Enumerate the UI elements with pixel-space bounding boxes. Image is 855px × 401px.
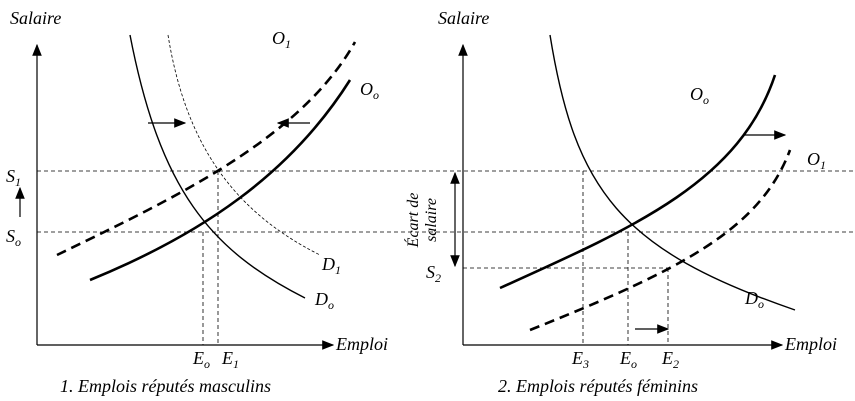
x-axis-label: Emploi <box>784 334 837 354</box>
label: Do <box>314 289 334 312</box>
label: E1 <box>221 348 239 371</box>
gap-label-line: Écart de <box>403 193 422 249</box>
label: O1 <box>272 28 291 51</box>
label: D1 <box>321 254 341 277</box>
gap-label-line: salaire <box>423 198 440 242</box>
panel-1: Salaire Emploi 1. Emplois réputés mascul… <box>6 8 388 396</box>
caption: 1. Emplois réputés masculins <box>60 376 271 396</box>
label: O1 <box>807 149 826 172</box>
guides <box>37 170 855 345</box>
label: S1 <box>6 166 21 189</box>
label: Eo <box>619 348 637 371</box>
y-axis-label: Salaire <box>10 8 61 28</box>
label: Oo <box>360 79 379 102</box>
caption: 2. Emplois réputés féminins <box>498 376 698 396</box>
label: E2 <box>661 348 679 371</box>
label: E3 <box>571 348 589 371</box>
label: So <box>6 226 21 249</box>
label: Eo <box>192 348 210 371</box>
gap-label: Écart de salaire <box>403 193 440 249</box>
panel-2: Salaire Emploi 2. Emplois réputés fémini… <box>403 8 837 396</box>
x-axis-label: Emploi <box>335 334 388 354</box>
label: Oo <box>690 84 709 107</box>
y-axis-label: Salaire <box>438 8 489 28</box>
label: S2 <box>426 262 441 285</box>
label: Do <box>744 288 764 311</box>
